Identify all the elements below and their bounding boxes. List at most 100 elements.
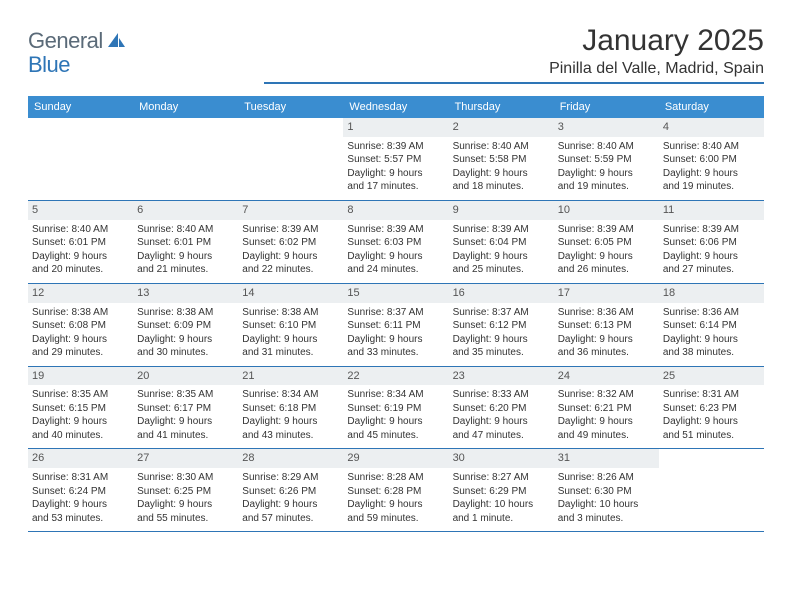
sunset-text: Sunset: 6:21 PM [558, 402, 655, 416]
day-cell: 25Sunrise: 8:31 AMSunset: 6:23 PMDayligh… [659, 367, 764, 449]
daylight-text: Daylight: 9 hours [32, 498, 129, 512]
logo-text-general: General [28, 28, 103, 54]
day-cell: 31Sunrise: 8:26 AMSunset: 6:30 PMDayligh… [554, 449, 659, 531]
day-number: 25 [659, 367, 764, 386]
daylight-text: Daylight: 9 hours [663, 250, 760, 264]
day-number: 9 [449, 201, 554, 220]
empty-day-cell [133, 118, 238, 200]
sunset-text: Sunset: 6:08 PM [32, 319, 129, 333]
sunrise-text: Sunrise: 8:40 AM [663, 140, 760, 154]
day-cell: 28Sunrise: 8:29 AMSunset: 6:26 PMDayligh… [238, 449, 343, 531]
day-cell: 10Sunrise: 8:39 AMSunset: 6:05 PMDayligh… [554, 201, 659, 283]
day-number: 24 [554, 367, 659, 386]
daylight-text: Daylight: 9 hours [242, 333, 339, 347]
sunset-text: Sunset: 6:24 PM [32, 485, 129, 499]
weekday-header: Tuesday [238, 96, 343, 118]
day-number: 21 [238, 367, 343, 386]
sunrise-text: Sunrise: 8:39 AM [558, 223, 655, 237]
day-cell: 27Sunrise: 8:30 AMSunset: 6:25 PMDayligh… [133, 449, 238, 531]
empty-day-cell [28, 118, 133, 200]
day-number: 28 [238, 449, 343, 468]
sunrise-text: Sunrise: 8:34 AM [242, 388, 339, 402]
daylight-text: and 19 minutes. [558, 180, 655, 194]
sunrise-text: Sunrise: 8:36 AM [558, 306, 655, 320]
sunset-text: Sunset: 6:05 PM [558, 236, 655, 250]
day-number: 22 [343, 367, 448, 386]
daylight-text: and 55 minutes. [137, 512, 234, 526]
day-cell: 17Sunrise: 8:36 AMSunset: 6:13 PMDayligh… [554, 284, 659, 366]
sunrise-text: Sunrise: 8:39 AM [347, 140, 444, 154]
sunset-text: Sunset: 6:06 PM [663, 236, 760, 250]
sunset-text: Sunset: 6:00 PM [663, 153, 760, 167]
daylight-text: and 30 minutes. [137, 346, 234, 360]
daylight-text: Daylight: 9 hours [663, 415, 760, 429]
day-cell: 18Sunrise: 8:36 AMSunset: 6:14 PMDayligh… [659, 284, 764, 366]
day-number: 2 [449, 118, 554, 137]
daylight-text: Daylight: 9 hours [242, 498, 339, 512]
day-number: 20 [133, 367, 238, 386]
daylight-text: and 59 minutes. [347, 512, 444, 526]
daylight-text: Daylight: 9 hours [242, 250, 339, 264]
sunrise-text: Sunrise: 8:39 AM [347, 223, 444, 237]
weekday-header: Friday [554, 96, 659, 118]
day-number: 3 [554, 118, 659, 137]
day-cell: 11Sunrise: 8:39 AMSunset: 6:06 PMDayligh… [659, 201, 764, 283]
daylight-text: Daylight: 9 hours [347, 498, 444, 512]
sunrise-text: Sunrise: 8:40 AM [137, 223, 234, 237]
daylight-text: and 22 minutes. [242, 263, 339, 277]
sunrise-text: Sunrise: 8:27 AM [453, 471, 550, 485]
day-number: 19 [28, 367, 133, 386]
day-number: 26 [28, 449, 133, 468]
daylight-text: and 24 minutes. [347, 263, 444, 277]
daylight-text: and 31 minutes. [242, 346, 339, 360]
daylight-text: Daylight: 9 hours [558, 415, 655, 429]
day-cell: 13Sunrise: 8:38 AMSunset: 6:09 PMDayligh… [133, 284, 238, 366]
weekday-header: Monday [133, 96, 238, 118]
daylight-text: and 41 minutes. [137, 429, 234, 443]
daylight-text: and 26 minutes. [558, 263, 655, 277]
day-number: 10 [554, 201, 659, 220]
day-cell: 3Sunrise: 8:40 AMSunset: 5:59 PMDaylight… [554, 118, 659, 200]
day-cell: 4Sunrise: 8:40 AMSunset: 6:00 PMDaylight… [659, 118, 764, 200]
sunset-text: Sunset: 6:04 PM [453, 236, 550, 250]
sunset-text: Sunset: 6:30 PM [558, 485, 655, 499]
day-cell: 21Sunrise: 8:34 AMSunset: 6:18 PMDayligh… [238, 367, 343, 449]
day-number: 16 [449, 284, 554, 303]
daylight-text: and 45 minutes. [347, 429, 444, 443]
daylight-text: Daylight: 9 hours [453, 250, 550, 264]
daylight-text: and 27 minutes. [663, 263, 760, 277]
daylight-text: Daylight: 9 hours [32, 333, 129, 347]
sunset-text: Sunset: 6:15 PM [32, 402, 129, 416]
day-number: 6 [133, 201, 238, 220]
sunrise-text: Sunrise: 8:38 AM [32, 306, 129, 320]
week-row: 26Sunrise: 8:31 AMSunset: 6:24 PMDayligh… [28, 449, 764, 532]
day-cell: 6Sunrise: 8:40 AMSunset: 6:01 PMDaylight… [133, 201, 238, 283]
title-block: January 2025 Pinilla del Valle, Madrid, … [264, 24, 764, 84]
day-cell: 9Sunrise: 8:39 AMSunset: 6:04 PMDaylight… [449, 201, 554, 283]
daylight-text: Daylight: 9 hours [242, 415, 339, 429]
sunrise-text: Sunrise: 8:40 AM [558, 140, 655, 154]
sunset-text: Sunset: 6:23 PM [663, 402, 760, 416]
sunset-text: Sunset: 6:19 PM [347, 402, 444, 416]
week-row: 12Sunrise: 8:38 AMSunset: 6:08 PMDayligh… [28, 284, 764, 367]
week-row: 19Sunrise: 8:35 AMSunset: 6:15 PMDayligh… [28, 367, 764, 450]
sunrise-text: Sunrise: 8:37 AM [453, 306, 550, 320]
day-number: 1 [343, 118, 448, 137]
daylight-text: and 51 minutes. [663, 429, 760, 443]
week-row: 1Sunrise: 8:39 AMSunset: 5:57 PMDaylight… [28, 118, 764, 201]
sunset-text: Sunset: 6:11 PM [347, 319, 444, 333]
sunrise-text: Sunrise: 8:32 AM [558, 388, 655, 402]
daylight-text: Daylight: 10 hours [558, 498, 655, 512]
day-number: 31 [554, 449, 659, 468]
day-cell: 7Sunrise: 8:39 AMSunset: 6:02 PMDaylight… [238, 201, 343, 283]
daylight-text: and 19 minutes. [663, 180, 760, 194]
location-label: Pinilla del Valle, Madrid, Spain [264, 60, 764, 84]
calendar-body: 1Sunrise: 8:39 AMSunset: 5:57 PMDaylight… [28, 118, 764, 532]
sunset-text: Sunset: 6:25 PM [137, 485, 234, 499]
day-cell: 26Sunrise: 8:31 AMSunset: 6:24 PMDayligh… [28, 449, 133, 531]
daylight-text: and 21 minutes. [137, 263, 234, 277]
day-cell: 8Sunrise: 8:39 AMSunset: 6:03 PMDaylight… [343, 201, 448, 283]
day-cell: 19Sunrise: 8:35 AMSunset: 6:15 PMDayligh… [28, 367, 133, 449]
day-number: 14 [238, 284, 343, 303]
weekday-header: Saturday [659, 96, 764, 118]
